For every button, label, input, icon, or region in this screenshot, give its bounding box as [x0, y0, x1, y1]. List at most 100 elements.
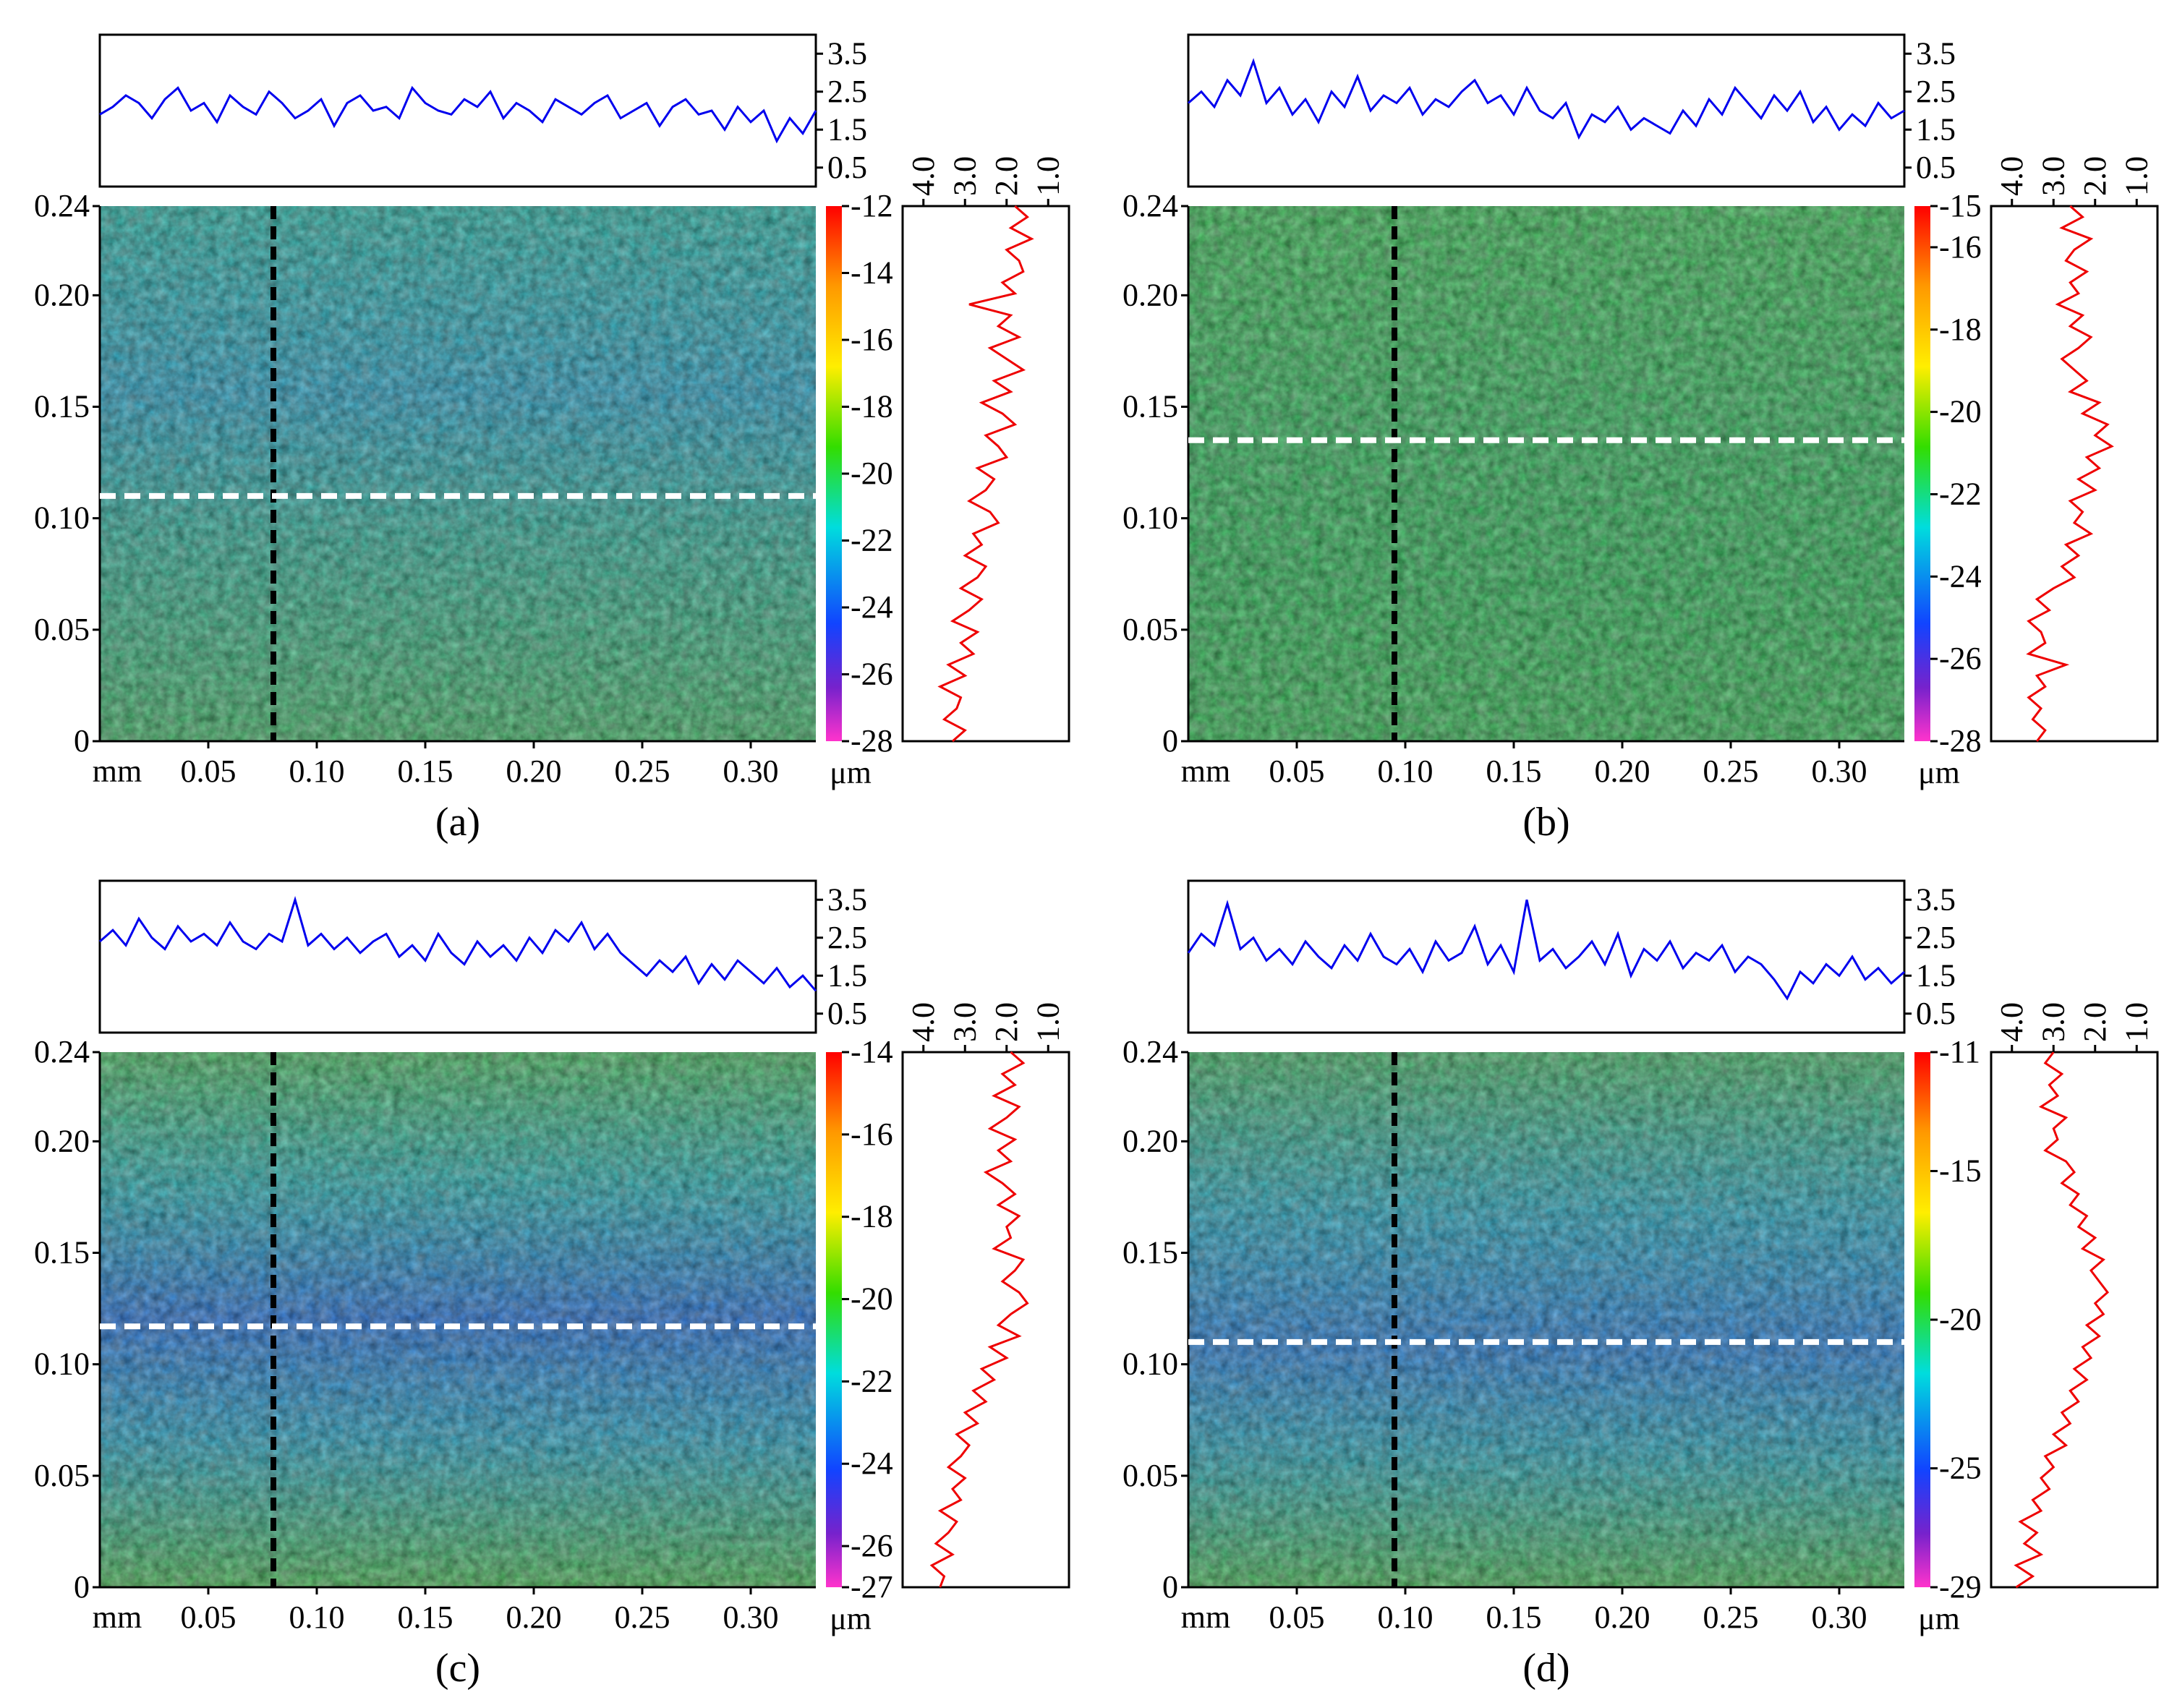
height-map-highlights [100, 1052, 816, 1587]
map-x-tick-label: mm [1181, 1600, 1230, 1635]
colorbar-tick-label: -22 [851, 1363, 893, 1399]
colorbar-tick-label: -27 [851, 1569, 893, 1605]
profile-y-tick-label: 2.0 [2077, 156, 2113, 196]
profile-y-tick-label: 3.0 [947, 1002, 982, 1042]
map-y-tick-label: 0.24 [1122, 1034, 1178, 1069]
map-x-tick-label: 0.20 [506, 1600, 562, 1635]
profile-y-tick-label: 3.0 [2035, 1002, 2071, 1042]
map-y-tick-label: 0.05 [1122, 612, 1178, 647]
map-x-tick-label: mm [93, 753, 142, 789]
colorbar-tick-label: -16 [851, 322, 893, 357]
profile-x-tick-label: 2.5 [827, 74, 867, 109]
map-x-tick-label: 0.30 [723, 1600, 779, 1635]
profile-x-tick-label: 0.5 [827, 996, 867, 1031]
profile-y-tick-label: 2.0 [2077, 1002, 2113, 1042]
colorbar [826, 1052, 842, 1587]
map-y-tick-label: 0.10 [1122, 1346, 1178, 1382]
height-map-highlights [1188, 206, 1904, 741]
profile-x-tick-label: 2.5 [827, 920, 867, 955]
panel-1: 0.24 0.20 0.15 0.10 0.05 0mm 0.05 0.10 0.15 0.20 0… [34, 33, 1070, 845]
colorbar-tick-label: -14 [851, 255, 893, 291]
map-y-tick-label: 0.24 [34, 188, 90, 223]
map-y-tick-label: 0.24 [1122, 188, 1178, 223]
profile-y-tick-label: 1.0 [2118, 1002, 2154, 1042]
map-y-tick-label: 0 [74, 1569, 90, 1605]
map-x-tick-label: 0.05 [181, 753, 237, 789]
profile-x-tick-label: 3.5 [1916, 35, 1956, 71]
colorbar-tick-label: -26 [851, 657, 893, 692]
profile-y-line [2014, 1051, 2110, 1589]
map-y-tick-label: 0.10 [1122, 500, 1178, 536]
map-x-tick-label: 0.10 [289, 1600, 345, 1635]
colorbar-tick-label: -20 [851, 456, 893, 491]
profile-x-line [99, 85, 817, 144]
map-x-tick-label: 0.30 [723, 753, 779, 789]
colorbar-tick-label: -20 [1939, 394, 1982, 430]
map-x-tick-label: 0.15 [1486, 753, 1542, 789]
map-y-tick-label: 0.20 [1122, 277, 1178, 312]
colorbar-tick-label: -11 [1939, 1034, 1980, 1069]
profile-y-frame [901, 1051, 1070, 1589]
panel-label: (a) [435, 800, 480, 845]
map-y-tick-label: 0 [1162, 723, 1178, 759]
map-y-tick-label: 0.10 [34, 1346, 90, 1382]
colorbar [1914, 1052, 1930, 1587]
profile-y-tick-label: 2.0 [989, 156, 1024, 196]
colorbar-tick-label: -20 [851, 1281, 893, 1317]
profile-x-tick-label: 1.5 [1916, 111, 1956, 147]
colorbar-tick-label: -18 [851, 389, 893, 424]
map-x-tick-label: 0.05 [181, 1600, 237, 1635]
profile-y-tick-label: 2.0 [989, 1002, 1024, 1042]
colorbar-tick-label: -15 [1939, 188, 1982, 223]
colorbar-tick-label: -16 [851, 1116, 893, 1152]
profile-y-tick-label: 1.0 [1030, 1002, 1065, 1042]
map-x-tick-label: 0.25 [1703, 753, 1759, 789]
map-x-tick-label: 0.15 [398, 1600, 453, 1635]
panel-3: 0.24 0.20 0.15 0.10 0.05 0mm 0.05 0.10 0.15 0.20 0… [34, 879, 1070, 1691]
profile-x-line [1188, 58, 1905, 140]
panel-label: (d) [1522, 1646, 1569, 1691]
map-x-tick-label: 0.10 [289, 753, 345, 789]
profile-x-tick-label: 0.5 [827, 150, 867, 185]
panel-label: (c) [435, 1646, 480, 1691]
map-x-tick-label: 0.10 [1378, 753, 1433, 789]
colorbar-tick-label: -29 [1939, 1569, 1982, 1605]
colorbar [826, 206, 842, 741]
map-y-tick-label: 0.15 [1122, 1235, 1178, 1271]
profile-y-tick-label: 3.0 [947, 156, 982, 196]
height-map-highlights [100, 206, 816, 741]
profile-x-tick-label: 1.5 [1916, 957, 1956, 993]
colorbar-tick-label: -28 [1939, 723, 1982, 759]
profile-x-tick-label: 3.5 [827, 35, 867, 71]
colorbar-tick-label: -16 [1939, 229, 1982, 265]
colorbar-tick-label: -26 [1939, 641, 1982, 676]
colorbar-tick-label: -28 [851, 723, 893, 759]
profile-y-tick-label: 1.0 [2118, 156, 2154, 196]
colorbar-tick-label: -18 [1939, 312, 1982, 347]
profile-y-tick-label: 4.0 [906, 1002, 941, 1042]
map-x-tick-label: 0.30 [1812, 1600, 1867, 1635]
profile-x-tick-label: 0.5 [1916, 996, 1956, 1031]
colorbar-unit: μm [830, 755, 872, 790]
panel-4: 0.24 0.20 0.15 0.10 0.05 0mm 0.05 0.10 0.15 0.20 0… [1122, 879, 2159, 1691]
profile-y-tick-label: 4.0 [1994, 1002, 2029, 1042]
map-x-tick-label: 0.30 [1812, 753, 1867, 789]
profile-x-frame [98, 879, 817, 1034]
height-map-highlights [1188, 1052, 1904, 1587]
map-y-tick-label: 0.15 [34, 389, 90, 424]
map-y-tick-label: 0.24 [34, 1034, 90, 1069]
map-y-tick-label: 0.15 [34, 1235, 90, 1271]
profile-x-frame [1187, 879, 1906, 1034]
panel-2: 0.24 0.20 0.15 0.10 0.05 0mm 0.05 0.10 0.15 0.20 0… [1122, 33, 2159, 845]
map-y-tick-label: 0 [74, 723, 90, 759]
profile-x-tick-label: 2.5 [1916, 920, 1956, 955]
map-x-tick-label: 0.05 [1269, 753, 1325, 789]
profile-x-tick-label: 1.5 [827, 957, 867, 993]
map-y-tick-label: 0.20 [34, 1123, 90, 1158]
colorbar-tick-label: -18 [851, 1199, 893, 1234]
colorbar-tick-label: -12 [851, 188, 893, 223]
colorbar-tick-label: -22 [1939, 476, 1982, 511]
map-y-tick-label: 0.20 [1122, 1123, 1178, 1158]
